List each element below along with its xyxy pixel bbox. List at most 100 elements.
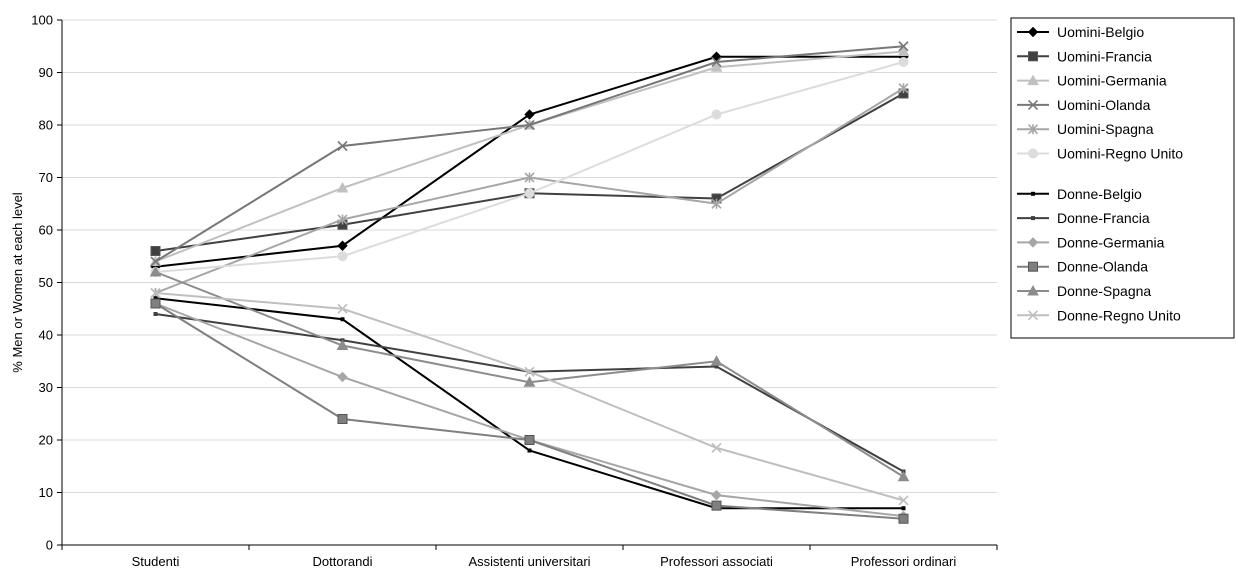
data-point [336, 339, 349, 350]
legend-label: Donne-Germania [1057, 234, 1165, 250]
legend-marker [1027, 99, 1039, 110]
y-tick-label: 90 [39, 65, 53, 80]
data-point [153, 312, 158, 316]
legend-item: Uomini-Olanda [1017, 97, 1151, 113]
legend-marker [1027, 237, 1039, 248]
series-Donne-Regno Unito [150, 287, 909, 506]
series-Uomini-Regno Unito [150, 57, 909, 277]
data-point [524, 172, 535, 183]
y-tick-label: 10 [39, 485, 53, 500]
legend-item: Donne-Belgio [1017, 186, 1142, 202]
legend-label: Donne-Francia [1057, 210, 1150, 226]
legend-label: Donne-Regno Unito [1057, 307, 1181, 323]
legend-label: Uomini-Germania [1057, 73, 1167, 89]
legend-marker [1027, 124, 1039, 135]
data-point [524, 119, 535, 131]
data-point [153, 296, 158, 301]
data-point [150, 246, 161, 256]
y-tick-label: 60 [39, 223, 53, 238]
data-point [711, 56, 722, 68]
data-point [897, 45, 910, 56]
legend-marker [1028, 51, 1038, 62]
legend-marker [1027, 26, 1039, 38]
data-point [150, 287, 161, 299]
data-point [898, 513, 909, 524]
data-point [337, 303, 348, 314]
legend-item: Donne-Germania [1017, 234, 1165, 250]
data-point [711, 109, 722, 120]
legend-item: Donne-Spagna [1017, 283, 1151, 299]
data-point [711, 198, 722, 209]
data-point [898, 41, 909, 52]
y-tick-label: 30 [39, 380, 53, 395]
data-point [340, 317, 345, 322]
legend-marker [1028, 148, 1038, 159]
data-point [901, 506, 906, 511]
data-point [710, 61, 723, 72]
data-point [337, 414, 348, 424]
legend-marker [1031, 216, 1035, 221]
y-axis-title: % Men or Women at each level [10, 192, 25, 373]
data-point [897, 470, 910, 482]
y-tick-label: 40 [39, 328, 53, 343]
data-point [337, 240, 348, 251]
x-tick-label: Professori associati [660, 554, 773, 569]
x-tick-label: Professori ordinari [851, 554, 957, 569]
x-tick-label: Assistenti universitari [468, 554, 590, 569]
data-point [711, 500, 722, 511]
x-tick-label: Dottorandi [313, 554, 373, 569]
data-point [337, 140, 348, 152]
series-line [155, 292, 904, 502]
series-Donne-Spagna [149, 265, 910, 482]
gridlines [62, 19, 997, 493]
data-point [527, 448, 532, 453]
legend-item: Uomini-Germania [1017, 73, 1167, 89]
legend-item: Donne-Regno Unito [1017, 307, 1181, 323]
legend-item: Uomini-Regno Unito [1017, 146, 1183, 162]
series-Donne-Olanda [150, 298, 909, 524]
legend-label: Uomini-Belgio [1057, 24, 1144, 40]
x-tick-labels: Studenti Dottorandi Assistenti universitar… [132, 554, 957, 569]
legend-label: Donne-Belgio [1057, 186, 1142, 202]
series-line [155, 61, 904, 273]
y-tick-label: 50 [39, 275, 53, 290]
data-point [337, 214, 348, 225]
data-point [714, 364, 719, 369]
series-line [154, 302, 904, 520]
y-tick-label: 100 [31, 13, 53, 28]
y-tick-labels: 0 10 20 30 40 50 60 70 80 90 100 [31, 13, 53, 553]
legend-label: Donne-Olanda [1057, 259, 1148, 275]
legend-label: Uomini-Spagna [1057, 121, 1154, 137]
data-point [711, 489, 722, 501]
data-point [898, 495, 909, 506]
data-point [898, 83, 909, 94]
series-line [154, 45, 904, 263]
x-tick-label: Studenti [132, 554, 180, 569]
legend-marker [1028, 261, 1038, 272]
axes [57, 19, 998, 550]
y-tick-label: 80 [39, 118, 53, 133]
data-point [523, 376, 536, 387]
series-line [155, 313, 904, 473]
data-point [337, 251, 348, 262]
legend-item: Uomini-Belgio [1017, 24, 1144, 40]
legend-label: Uomini-Francia [1057, 48, 1152, 64]
legend-label: Donne-Spagna [1057, 283, 1151, 299]
legend-item: Donne-Olanda [1017, 259, 1148, 275]
series-Donne-Belgio [153, 296, 906, 511]
data-point [524, 366, 535, 377]
data-point [524, 435, 535, 445]
data-point [711, 442, 722, 453]
legend-label: Uomini-Olanda [1057, 97, 1151, 113]
legend-item: Uomini-Spagna [1017, 121, 1154, 137]
legend-label: Uomini-Regno Unito [1057, 146, 1183, 162]
y-tick-label: 20 [39, 433, 53, 448]
data-point [524, 188, 535, 199]
legend-box [1010, 17, 1235, 339]
series-Uomini-Belgio [150, 51, 909, 272]
series-lines [149, 41, 910, 524]
legend-item: Uomini-Francia [1017, 48, 1152, 64]
legend: Uomini-Belgio Uomini-Francia Uomini-German… [1010, 17, 1235, 339]
legend-item: Donne-Francia [1017, 210, 1150, 226]
